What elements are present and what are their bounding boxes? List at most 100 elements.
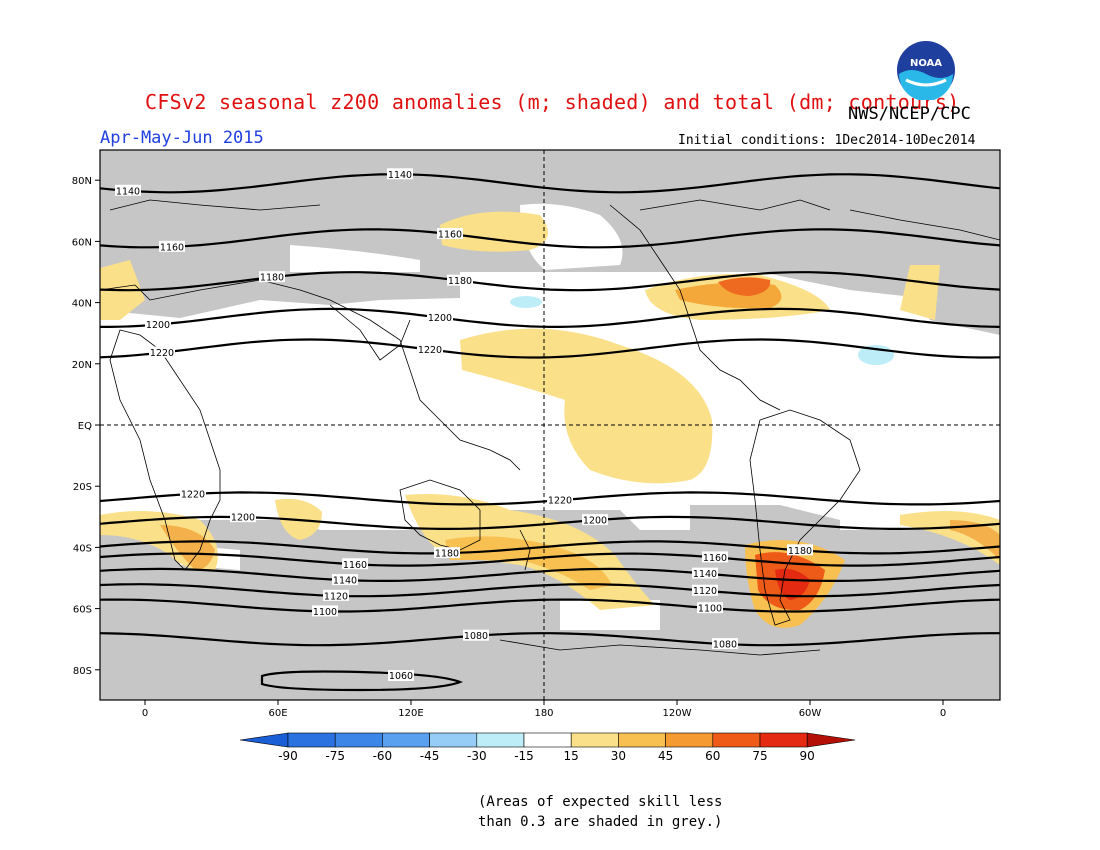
noaa-logo-icon: NOAA bbox=[897, 41, 955, 100]
contour-label-bg bbox=[582, 514, 608, 526]
contour-label-bg bbox=[259, 271, 285, 283]
contour-labels: 1140 1140 1160 1160 1180 1180 1200 1200 1220 1220… bbox=[115, 168, 813, 682]
contour-label: 1140 bbox=[116, 186, 140, 197]
contour-label: 1160 bbox=[703, 553, 727, 564]
colorbar-swatch bbox=[759, 732, 808, 748]
colorbar-tick-label: -90 bbox=[278, 749, 298, 763]
contour-label: 1220 bbox=[150, 348, 174, 359]
colorbar-tick-label: -15 bbox=[514, 749, 534, 763]
latitude-axis: 80N 60N 40N 20N EQ 20S 40S 60S 80S bbox=[72, 176, 100, 677]
contour-label-bg bbox=[447, 274, 473, 286]
contour-label: 1160 bbox=[343, 560, 367, 571]
forecast-period: Apr-May-Jun 2015 bbox=[100, 128, 264, 148]
contour-label-bg bbox=[387, 168, 413, 180]
contour-1120 bbox=[100, 583, 1000, 598]
contour-label-bg bbox=[388, 670, 414, 681]
colorbar-swatch bbox=[665, 732, 714, 748]
colorbar: -90 -75 -60 -45 -30 -15 15 30 45 60 75 90 bbox=[239, 732, 856, 763]
contour-1220 bbox=[100, 491, 1000, 506]
contour-label: 1180 bbox=[448, 276, 472, 287]
colorbar-tick-label: 75 bbox=[752, 749, 767, 763]
contour-label-bg bbox=[417, 343, 443, 355]
coastlines bbox=[100, 199, 1000, 656]
contour-label: 1080 bbox=[464, 631, 488, 642]
positive-anomaly-shading bbox=[100, 211, 1000, 628]
colorbar-tick-label: 90 bbox=[800, 749, 815, 763]
colorbar-tick-label: -30 bbox=[467, 749, 487, 763]
lat-label: EQ bbox=[78, 421, 92, 432]
lon-label: 60E bbox=[268, 708, 287, 719]
colorbar-swatch bbox=[334, 732, 383, 748]
lon-label: 0 bbox=[940, 708, 946, 719]
colorbar-tick-label: 15 bbox=[564, 749, 579, 763]
contour-label: 1060 bbox=[389, 671, 413, 682]
lat-label: 20S bbox=[73, 482, 92, 493]
contour-label: 1140 bbox=[693, 569, 717, 580]
contour-label-bg bbox=[692, 567, 718, 579]
contour-label: 1200 bbox=[231, 513, 255, 524]
contour-label-bg bbox=[230, 511, 256, 523]
lat-label: 40N bbox=[72, 299, 92, 310]
contour-1160 bbox=[100, 552, 1000, 567]
contour-label-bg bbox=[463, 629, 489, 641]
colorbar-swatch bbox=[618, 732, 666, 748]
contour-label: 1100 bbox=[698, 604, 722, 615]
lon-label: 180 bbox=[534, 708, 553, 719]
contour-1200 bbox=[100, 307, 1000, 328]
contour-label-bg bbox=[180, 487, 206, 499]
contour-1100 bbox=[100, 598, 1000, 613]
contour-label-bg bbox=[145, 318, 171, 330]
skill-note: (Areas of expected skill less than 0.3 a… bbox=[478, 792, 722, 832]
low-skill-grey-areas bbox=[100, 150, 1000, 700]
contour-1140 bbox=[100, 567, 1000, 582]
contour-label-bg bbox=[692, 584, 718, 596]
contour-label-bg bbox=[149, 346, 175, 358]
map-frame bbox=[99, 149, 1001, 701]
colorbar-tick-label: 45 bbox=[658, 749, 673, 763]
contour-label-bg bbox=[332, 574, 358, 586]
contour-label: 1180 bbox=[788, 546, 812, 557]
longitude-axis: 0 60E 120E 180 120W 60W 0 bbox=[142, 700, 946, 719]
contour-label-bg bbox=[312, 605, 338, 617]
map-title: CFSv2 seasonal z200 anomalies (m; shaded… bbox=[145, 90, 960, 114]
colorbar-arrow-high bbox=[806, 732, 856, 748]
contour-label: 1080 bbox=[713, 640, 737, 651]
contour-1180 bbox=[100, 540, 1000, 555]
contour-1060-closed bbox=[260, 670, 463, 692]
contour-label-bg bbox=[702, 551, 728, 563]
height-contours bbox=[100, 173, 1000, 647]
colorbar-swatch bbox=[570, 732, 619, 748]
agency-label: NWS/NCEP/CPC bbox=[848, 104, 971, 124]
skill-note-line-1: (Areas of expected skill less bbox=[478, 794, 723, 810]
colorbar-swatch bbox=[287, 732, 336, 748]
skill-note-line-2: than 0.3 are shaded in grey.) bbox=[478, 814, 723, 830]
contour-label: 1120 bbox=[693, 586, 717, 597]
contour-label: 1220 bbox=[548, 496, 572, 507]
lon-label: 0 bbox=[142, 708, 148, 719]
lat-label: 60N bbox=[72, 237, 92, 248]
colorbar-swatch bbox=[429, 732, 478, 748]
contour-label: 1100 bbox=[313, 607, 337, 618]
colorbar-tick-label: -75 bbox=[325, 749, 345, 763]
colorbar-tick-label: -60 bbox=[373, 749, 393, 763]
contour-1140 bbox=[100, 173, 1000, 194]
lon-label: 120W bbox=[663, 708, 692, 719]
colorbar-swatch bbox=[476, 732, 525, 748]
lon-label: 60W bbox=[799, 708, 822, 719]
contour-label: 1200 bbox=[583, 516, 607, 527]
colorbar-tick-label: 60 bbox=[705, 749, 720, 763]
contour-label: 1200 bbox=[146, 320, 170, 331]
contour-1200 bbox=[100, 515, 1000, 530]
contour-1180 bbox=[100, 271, 1000, 292]
lon-label: 120E bbox=[398, 708, 423, 719]
contour-1160 bbox=[100, 228, 1000, 249]
contour-label-bg bbox=[323, 589, 349, 601]
contour-label-bg bbox=[115, 184, 141, 196]
contour-label: 1220 bbox=[418, 345, 442, 356]
contour-label-bg bbox=[434, 547, 460, 559]
contour-label-bg bbox=[712, 638, 738, 650]
contour-1080 bbox=[100, 632, 1000, 647]
colorbar-swatch bbox=[382, 732, 430, 748]
contour-label-bg bbox=[437, 228, 463, 240]
contour-label-bg bbox=[427, 311, 453, 323]
